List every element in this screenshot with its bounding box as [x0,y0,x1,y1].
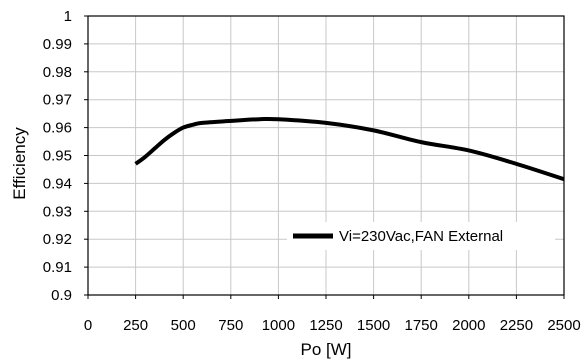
y-tick-label: 0.93 [43,203,72,220]
y-tick-label: 0.94 [43,175,72,192]
x-tick-label: 500 [171,317,196,334]
x-tick-label: 2000 [452,317,485,334]
y-tick-label: 0.96 [43,120,72,137]
y-tick-label: 0.99 [43,36,72,53]
x-tick-label: 1750 [405,317,438,334]
y-tick-label: 0.98 [43,64,72,81]
legend-label: Vi=230Vac,FAN External [339,228,503,245]
x-tick-label: 1250 [309,317,342,334]
x-tick-label: 0 [84,317,92,334]
series-group [134,116,565,182]
y-axis-title: Efficiency [10,127,29,200]
y-tick-label: 0.91 [43,259,72,276]
x-tick-label: 2250 [500,317,533,334]
y-tick-label: 0.95 [43,148,72,165]
y-tick-label: 0.9 [51,287,72,304]
x-tick-label: 250 [123,317,148,334]
x-tick-label: 2500 [547,317,580,334]
y-tick-label: 0.97 [43,92,72,109]
legend: Vi=230Vac,FAN External [287,222,555,250]
series-line [134,116,565,182]
y-tick-label: 1 [64,8,72,25]
x-axis-title: Po [W] [300,340,351,359]
axis-ticks: 0 250 500 750 1000 1250 1500 1750 2000 2250 2500 0.… [43,8,581,334]
x-tick-label: 750 [218,317,243,334]
x-tick-label: 1000 [262,317,295,334]
y-tick-label: 0.92 [43,231,72,248]
x-tick-label: 1500 [357,317,390,334]
